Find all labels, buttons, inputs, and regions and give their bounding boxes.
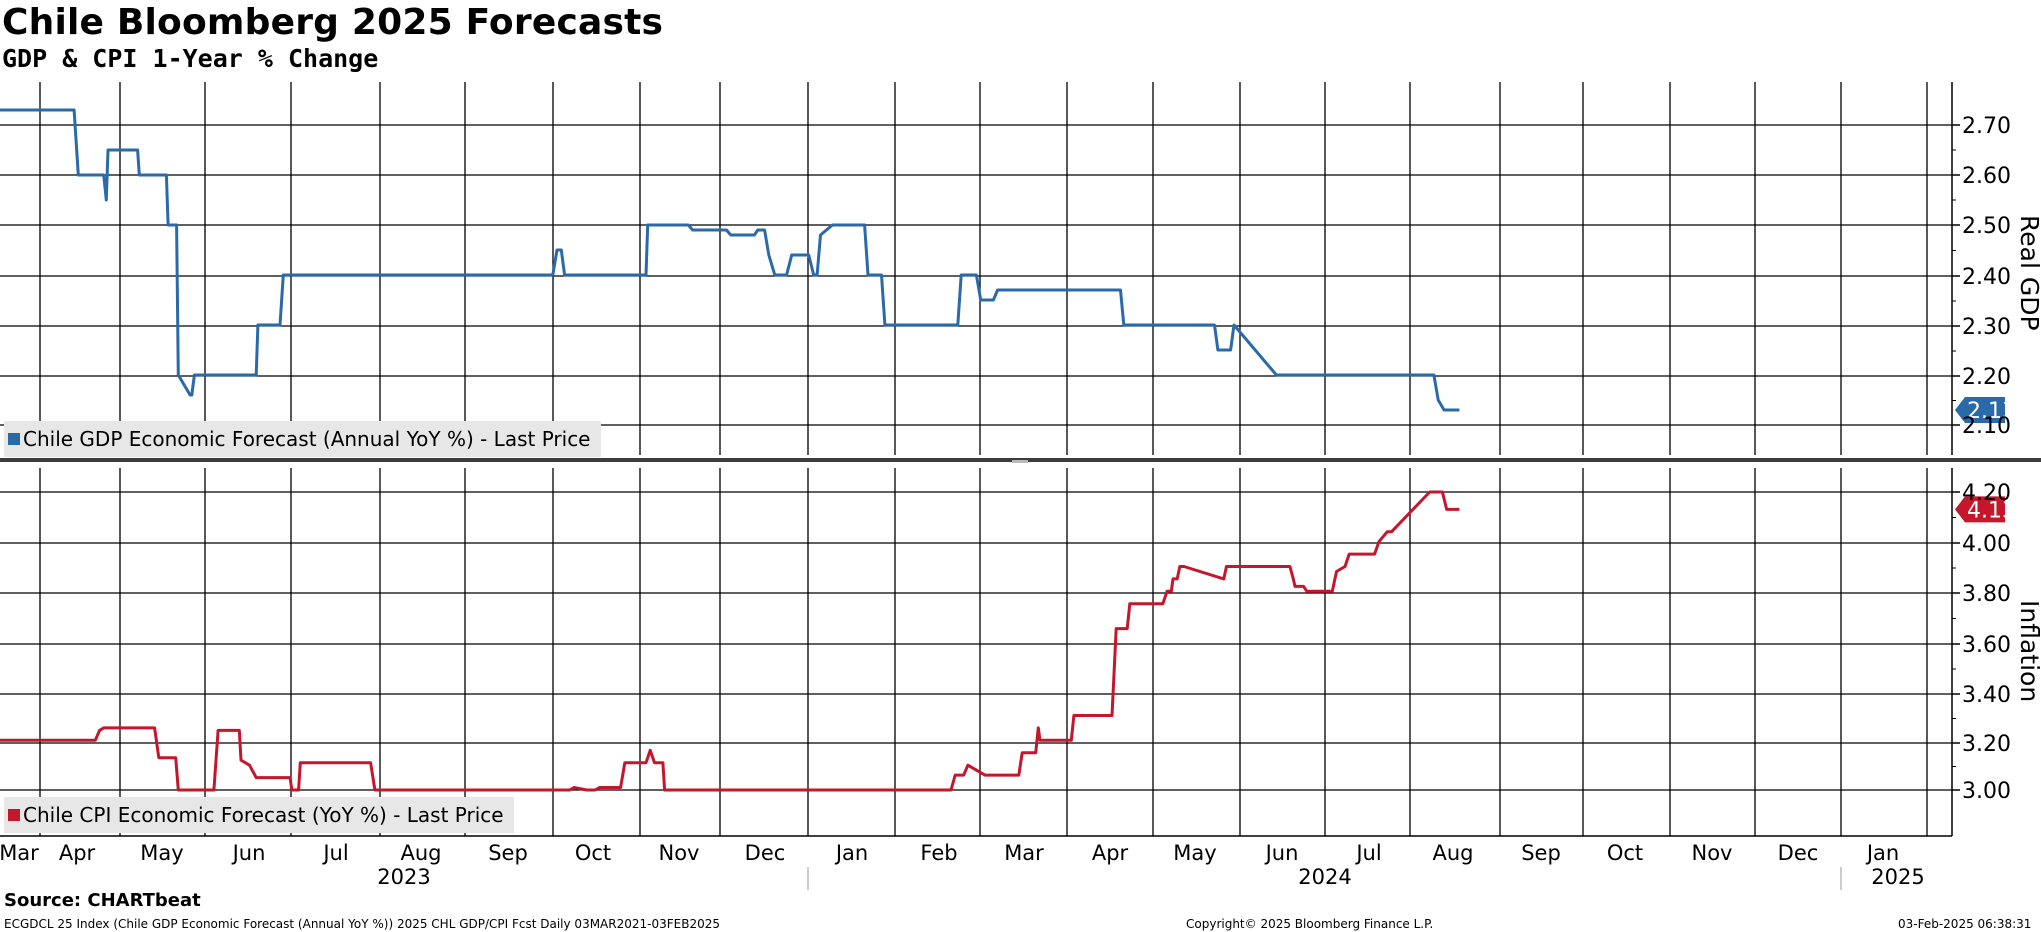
cpi-legend-label: Chile CPI Economic Forecast (YoY %) - La… xyxy=(23,803,504,827)
x-month-label: May xyxy=(140,841,183,865)
chart-title: Chile Bloomberg 2025 Forecasts xyxy=(2,2,664,43)
gdp-last-value-tag: 2.13 xyxy=(1955,397,2016,424)
gdp-panel: 2.13 xyxy=(0,108,2016,424)
x-year-label: 2023 xyxy=(377,865,430,889)
gdp-y-tick-label: 2.60 xyxy=(1962,164,2011,189)
cpi-y-tick-label: 3.80 xyxy=(1962,582,2011,607)
cpi-series-line xyxy=(0,490,1460,792)
gdp-series-line xyxy=(0,108,1460,412)
panel-divider-handle xyxy=(1012,460,1028,463)
cpi-last-value-label: 4.13 xyxy=(1967,498,2016,523)
cpi-y-tick-label: 3.20 xyxy=(1962,732,2011,757)
gdp-legend-swatch xyxy=(8,433,20,445)
gdp-last-value-label: 2.13 xyxy=(1967,399,2016,424)
gdp-legend: Chile GDP Economic Forecast (Annual YoY … xyxy=(4,421,601,457)
gdp-last-value-box xyxy=(1955,397,2005,423)
copyright: Copyright© 2025 Bloomberg Finance L.P. xyxy=(1186,917,1434,931)
x-month-label: Jan xyxy=(1865,841,1899,865)
x-month-label: Nov xyxy=(1692,841,1733,865)
cpi-y-tick-label: 3.00 xyxy=(1962,779,2011,804)
cpi-y-tick-label: 4.20 xyxy=(1962,481,2011,506)
x-month-label: Nov xyxy=(659,841,700,865)
source-note: Source: CHARTbeat xyxy=(4,890,201,911)
x-month-label: Jul xyxy=(1354,841,1381,865)
x-month-label: Jun xyxy=(231,841,266,865)
chart-grid xyxy=(0,82,1952,836)
cpi-last-value-tag: 4.13 xyxy=(1955,496,2016,523)
cpi-y-axis-label: Inflation xyxy=(2015,600,2041,703)
panel-separator xyxy=(0,458,2041,463)
cpi-y-tick-label: 4.00 xyxy=(1962,532,2011,557)
index-info: ECGDCL 25 Index (Chile GDP Economic Fore… xyxy=(4,917,720,931)
cpi-y-tick-label: 3.60 xyxy=(1962,633,2011,658)
gdp-legend-label: Chile GDP Economic Forecast (Annual YoY … xyxy=(23,427,591,451)
x-month-label: Sep xyxy=(488,841,528,865)
x-month-label: Jan xyxy=(834,841,868,865)
x-month-label: Feb xyxy=(920,841,957,865)
x-month-label: Jul xyxy=(321,841,348,865)
cpi-legend: Chile CPI Economic Forecast (YoY %) - La… xyxy=(4,797,514,833)
gdp-y-tick-label: 2.50 xyxy=(1962,214,2011,239)
x-month-label: Sep xyxy=(1521,841,1561,865)
x-month-label: Oct xyxy=(1607,841,1643,865)
x-month-label: Dec xyxy=(1778,841,1819,865)
cpi-panel: 4.13 xyxy=(0,490,2016,792)
gdp-y-tick-label: 2.20 xyxy=(1962,365,2011,390)
x-month-label: Apr xyxy=(1092,841,1129,865)
chart-subtitle: GDP & CPI 1-Year % Change xyxy=(2,44,379,73)
x-month-label: Aug xyxy=(1432,841,1473,865)
cpi-legend-swatch xyxy=(8,809,20,821)
gdp-y-tick-label: 2.30 xyxy=(1962,315,2011,340)
x-month-label: Mar xyxy=(0,841,39,865)
x-month-label: Aug xyxy=(400,841,441,865)
cpi-y-tick-label: 3.40 xyxy=(1962,683,2011,708)
y-axis: 2.70 2.60 2.50 2.40 2.30 2.20 2.10 4.20 4.00 3.80… xyxy=(1951,82,2011,836)
x-year-label: 2025 xyxy=(1871,865,1924,889)
timestamp: 03-Feb-2025 06:38:31 xyxy=(1898,917,2032,931)
gdp-y-tick-label: 2.10 xyxy=(1962,414,2011,439)
gdp-y-tick-label: 2.70 xyxy=(1962,114,2011,139)
x-month-label: Oct xyxy=(575,841,611,865)
x-month-label: Apr xyxy=(59,841,96,865)
x-month-label: May xyxy=(1173,841,1216,865)
x-month-label: Jun xyxy=(1264,841,1299,865)
x-year-label: 2024 xyxy=(1298,865,1351,889)
x-axis: Mar Apr May Jun Jul Aug Sep Oct Nov Dec Jan Feb Mar A… xyxy=(0,835,1952,890)
gdp-y-tick-label: 2.40 xyxy=(1962,265,2011,290)
cpi-last-value-box xyxy=(1955,496,2005,523)
x-month-label: Dec xyxy=(745,841,786,865)
x-month-label: Mar xyxy=(1004,841,1044,865)
gdp-y-axis-label: Real GDP xyxy=(2015,215,2041,331)
